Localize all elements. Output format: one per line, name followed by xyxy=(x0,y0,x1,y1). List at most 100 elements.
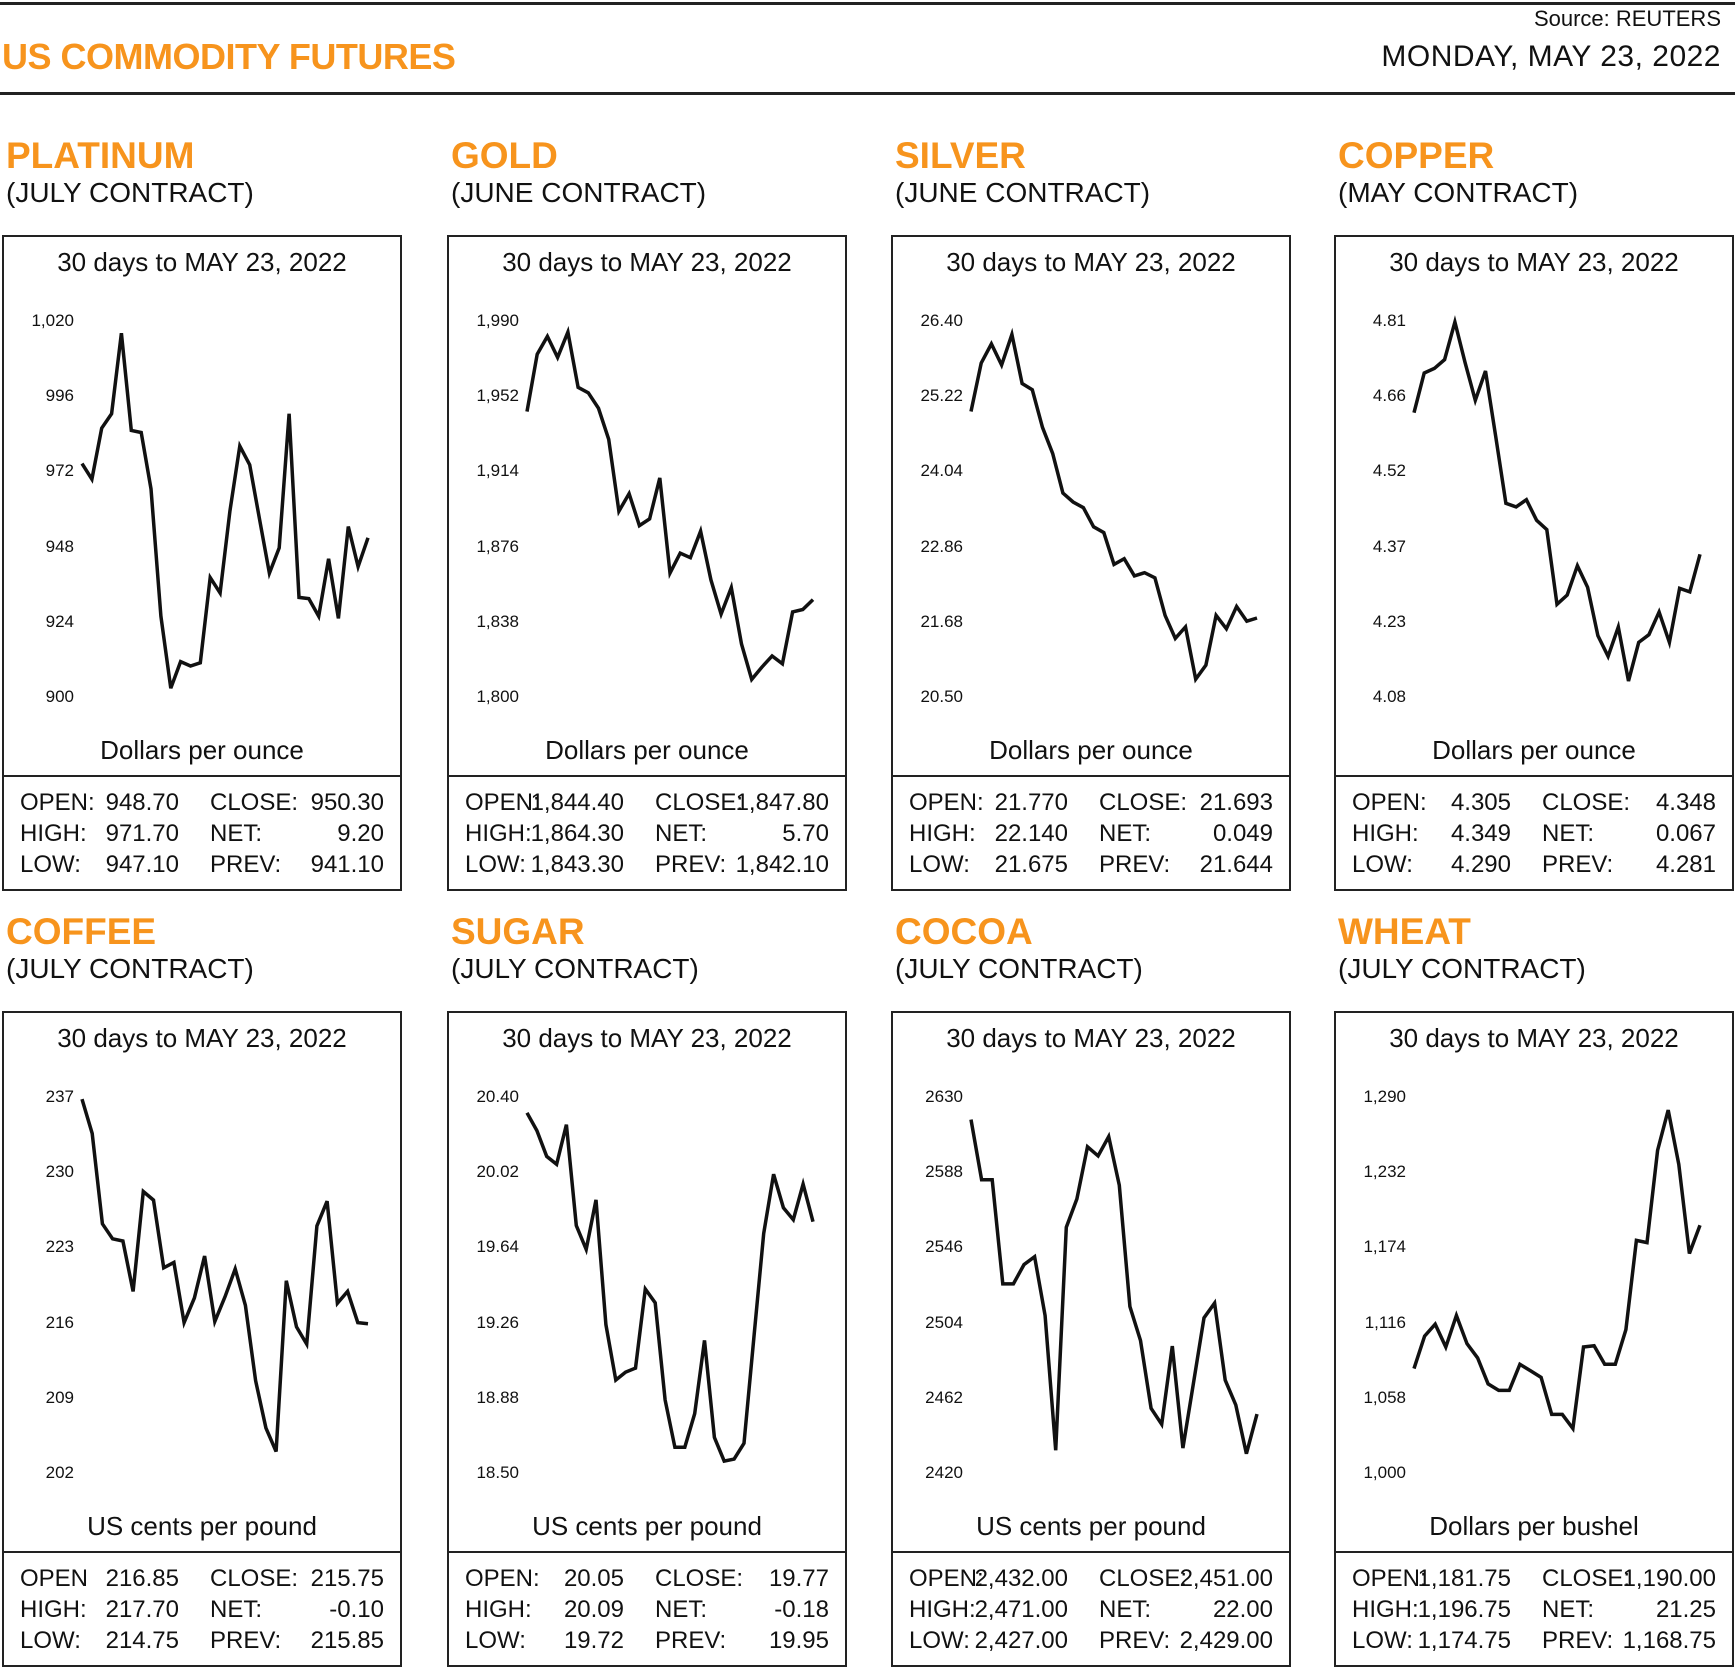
price-chart xyxy=(969,1119,1259,1455)
stat-label: LOW: xyxy=(20,1627,81,1654)
unit-label: US cents per pound xyxy=(976,1511,1206,1541)
stat-label: NET: xyxy=(1099,820,1152,847)
stat-label: OPEN: xyxy=(20,789,95,816)
y-tick-label: 924 xyxy=(45,611,74,631)
stat-value: 4.349 xyxy=(1450,820,1511,847)
y-tick-label: 26.40 xyxy=(920,311,963,330)
stat-label: NET: xyxy=(655,820,708,847)
stat-label: LOW: xyxy=(1352,851,1413,878)
stat-label: LOW: xyxy=(1352,1627,1413,1654)
stat-value: 1,196.75 xyxy=(1417,1596,1511,1623)
stat-value: 215.85 xyxy=(310,1627,384,1654)
unit-label: Dollars per ounce xyxy=(989,735,1193,765)
chart-title: 30 days to MAY 23, 2022 xyxy=(1389,1023,1679,1053)
price-line xyxy=(1412,315,1702,682)
stats-divider xyxy=(449,1551,845,1553)
stats-divider xyxy=(4,775,400,777)
commodity-name: COFFEE xyxy=(6,911,157,952)
price-chart xyxy=(525,1111,815,1464)
chart-box: 30 days to MAY 23, 2022 Dollars per ounce… xyxy=(2,235,402,891)
chart-title: 30 days to MAY 23, 2022 xyxy=(502,247,792,277)
stat-label: LOW: xyxy=(909,1627,970,1654)
y-tick-label: 209 xyxy=(45,1387,74,1407)
stat-value: 214.75 xyxy=(105,1627,179,1654)
unit-label: US cents per pound xyxy=(87,1511,317,1541)
commodity-name: PLATINUM xyxy=(6,135,195,176)
unit-label: Dollars per ounce xyxy=(100,735,304,765)
stat-label: CLOSE: xyxy=(210,1565,299,1592)
stat-label: HIGH: xyxy=(20,820,87,847)
y-tick-label: 4.37 xyxy=(1372,536,1406,556)
stat-value: 1,190.00 xyxy=(1622,1565,1716,1592)
y-tick-label: 4.52 xyxy=(1372,461,1406,481)
y-tick-label: 4.81 xyxy=(1372,311,1406,330)
price-line xyxy=(80,1098,369,1453)
stat-value: 9.20 xyxy=(337,820,384,847)
stat-value: 4.281 xyxy=(1655,851,1716,878)
stat-label: OPEN: xyxy=(465,789,540,816)
stat-value: 20.09 xyxy=(563,1596,624,1623)
commodity-name: COCOA xyxy=(895,911,1033,952)
price-chart xyxy=(80,1098,369,1453)
stat-label: LOW: xyxy=(909,851,970,878)
stat-value: 2,429.00 xyxy=(1179,1627,1273,1654)
stat-label: PREV: xyxy=(1099,1627,1171,1654)
contract-label: (JULY CONTRACT) xyxy=(895,953,1143,984)
y-tick-label: 20.50 xyxy=(920,687,963,706)
stat-value: 21.675 xyxy=(994,851,1068,878)
price-chart xyxy=(969,327,1258,684)
commodity-name: SUGAR xyxy=(451,911,585,952)
y-tick-label: 948 xyxy=(45,536,74,556)
stat-value: 21.25 xyxy=(1655,1596,1716,1623)
stat-value: 1,842.10 xyxy=(735,851,829,878)
stat-label: OPEN: xyxy=(1352,1565,1427,1592)
stat-value: 4.290 xyxy=(1450,851,1511,878)
chart-title: 30 days to MAY 23, 2022 xyxy=(946,247,1236,277)
chart-box: 30 days to MAY 23, 2022 Dollars per ounce… xyxy=(891,235,1291,891)
chart-box: 30 days to MAY 23, 2022 Dollars per bushe… xyxy=(1334,1011,1734,1667)
y-tick-label: 4.66 xyxy=(1372,386,1406,406)
y-tick-label: 20.40 xyxy=(476,1087,519,1106)
stat-value: 948.70 xyxy=(105,789,179,816)
date-label: MONDAY, MAY 23, 2022 xyxy=(1381,40,1721,73)
stat-label: LOW: xyxy=(20,851,81,878)
stats-divider xyxy=(1336,775,1732,777)
contract-label: (MAY CONTRACT) xyxy=(1338,177,1579,208)
stats-divider xyxy=(1336,1551,1732,1553)
y-tick-label: 1,990 xyxy=(476,311,519,330)
stat-value: 22.00 xyxy=(1212,1596,1273,1623)
unit-label: US cents per pound xyxy=(532,1511,762,1541)
y-tick-label: 216 xyxy=(45,1312,74,1332)
chart-box: 30 days to MAY 23, 2022 US cents per poun… xyxy=(2,1011,402,1667)
y-tick-label: 20.02 xyxy=(476,1162,519,1182)
stat-value: 2,471.00 xyxy=(974,1596,1068,1623)
stat-label: NET: xyxy=(1542,1596,1595,1623)
stat-label: CLOSE: xyxy=(655,1565,744,1592)
chart-box: 30 days to MAY 23, 2022 Dollars per ounce… xyxy=(447,235,847,891)
contract-label: (JULY CONTRACT) xyxy=(6,177,254,208)
contract-label: (JUNE CONTRACT) xyxy=(451,177,707,208)
stat-label: PREV: xyxy=(1099,851,1171,878)
commodity-name: WHEAT xyxy=(1338,911,1471,952)
stat-value: 941.10 xyxy=(310,851,384,878)
page-title: US COMMODITY FUTURES xyxy=(2,36,456,77)
stat-value: 19.95 xyxy=(768,1627,829,1654)
stat-label: NET: xyxy=(210,1596,263,1623)
stat-value: 0.067 xyxy=(1655,820,1716,847)
chart-title: 30 days to MAY 23, 2022 xyxy=(1389,247,1679,277)
stat-value: 2,451.00 xyxy=(1179,1565,1273,1592)
stat-value: 20.05 xyxy=(563,1565,624,1592)
price-chart xyxy=(80,332,370,689)
stat-value: -0.18 xyxy=(774,1596,829,1623)
stat-label: LOW: xyxy=(465,1627,526,1654)
y-tick-label: 4.08 xyxy=(1372,687,1406,706)
stat-value: 1,174.75 xyxy=(1417,1627,1511,1654)
stat-label: HIGH: xyxy=(1352,820,1419,847)
y-tick-label: 1,876 xyxy=(476,536,519,556)
stat-value: 4.305 xyxy=(1450,789,1511,816)
stat-value: 1,168.75 xyxy=(1622,1627,1716,1654)
stat-value: 1,843.30 xyxy=(530,851,624,878)
y-tick-label: 1,232 xyxy=(1363,1162,1406,1182)
chart-title: 30 days to MAY 23, 2022 xyxy=(946,1023,1236,1053)
price-chart xyxy=(1412,315,1702,682)
